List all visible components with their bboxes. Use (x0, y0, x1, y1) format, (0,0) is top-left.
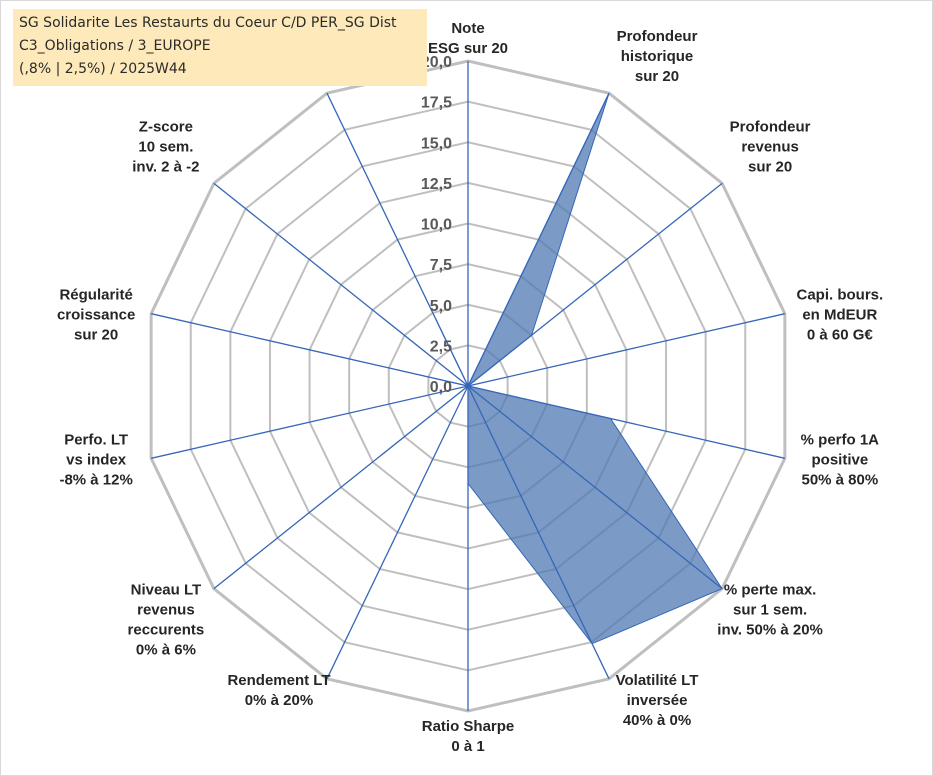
category-label: Z-score 10 sem. inv. 2 à -2 (132, 118, 199, 175)
radial-tick-label: 12,5 (421, 176, 452, 193)
axis-spoke (151, 313, 469, 387)
axis-spoke (151, 385, 469, 459)
category-label: % perfo 1A positive 50% à 80% (801, 431, 880, 488)
category-label: Régularité croissance sur 20 (57, 287, 135, 344)
axis-spoke (467, 92, 610, 387)
axis-spoke (467, 182, 723, 387)
radial-tick-label: 0,0 (430, 379, 452, 396)
axis-spoke (213, 385, 469, 590)
axis-spoke (326, 385, 469, 680)
axis-spoke (467, 385, 785, 459)
category-label: Volatilité LT inversée 40% à 0% (616, 672, 699, 729)
axis-spoke (467, 313, 785, 387)
axis-spoke (213, 182, 469, 387)
category-label: % perte max. sur 1 sem. inv. 50% à 20% (717, 582, 823, 639)
radial-tick-label: 7,5 (430, 257, 452, 274)
radial-tick-label: 5,0 (430, 298, 452, 315)
radial-tick-label: 20,0 (421, 54, 452, 71)
category-label: Capi. bours. en MdEUR 0 à 60 G€ (797, 287, 884, 344)
radial-tick-label: 15,0 (421, 135, 452, 152)
category-label: Perfo. LT vs index -8% à 12% (59, 431, 132, 488)
category-label: Note ESG sur 20 (428, 20, 508, 57)
axis-spoke (467, 385, 723, 590)
axis-spoke (326, 92, 469, 387)
category-label: Profondeur historique sur 20 (617, 28, 698, 85)
category-label: Profondeur revenus sur 20 (730, 118, 811, 175)
radial-tick-label: 2,5 (430, 338, 452, 355)
category-label: Niveau LT revenus reccurents 0% à 6% (128, 582, 205, 659)
radial-tick-label: 10,0 (421, 217, 452, 234)
category-label: Rendement LT 0% à 20% (227, 672, 330, 709)
radial-tick-label: 17,5 (421, 95, 452, 112)
chart-title: SG Solidarite Les Restaurts du Coeur C/D… (13, 9, 427, 86)
category-label: Ratio Sharpe 0 à 1 (422, 718, 515, 755)
axis-spoke (467, 385, 610, 680)
